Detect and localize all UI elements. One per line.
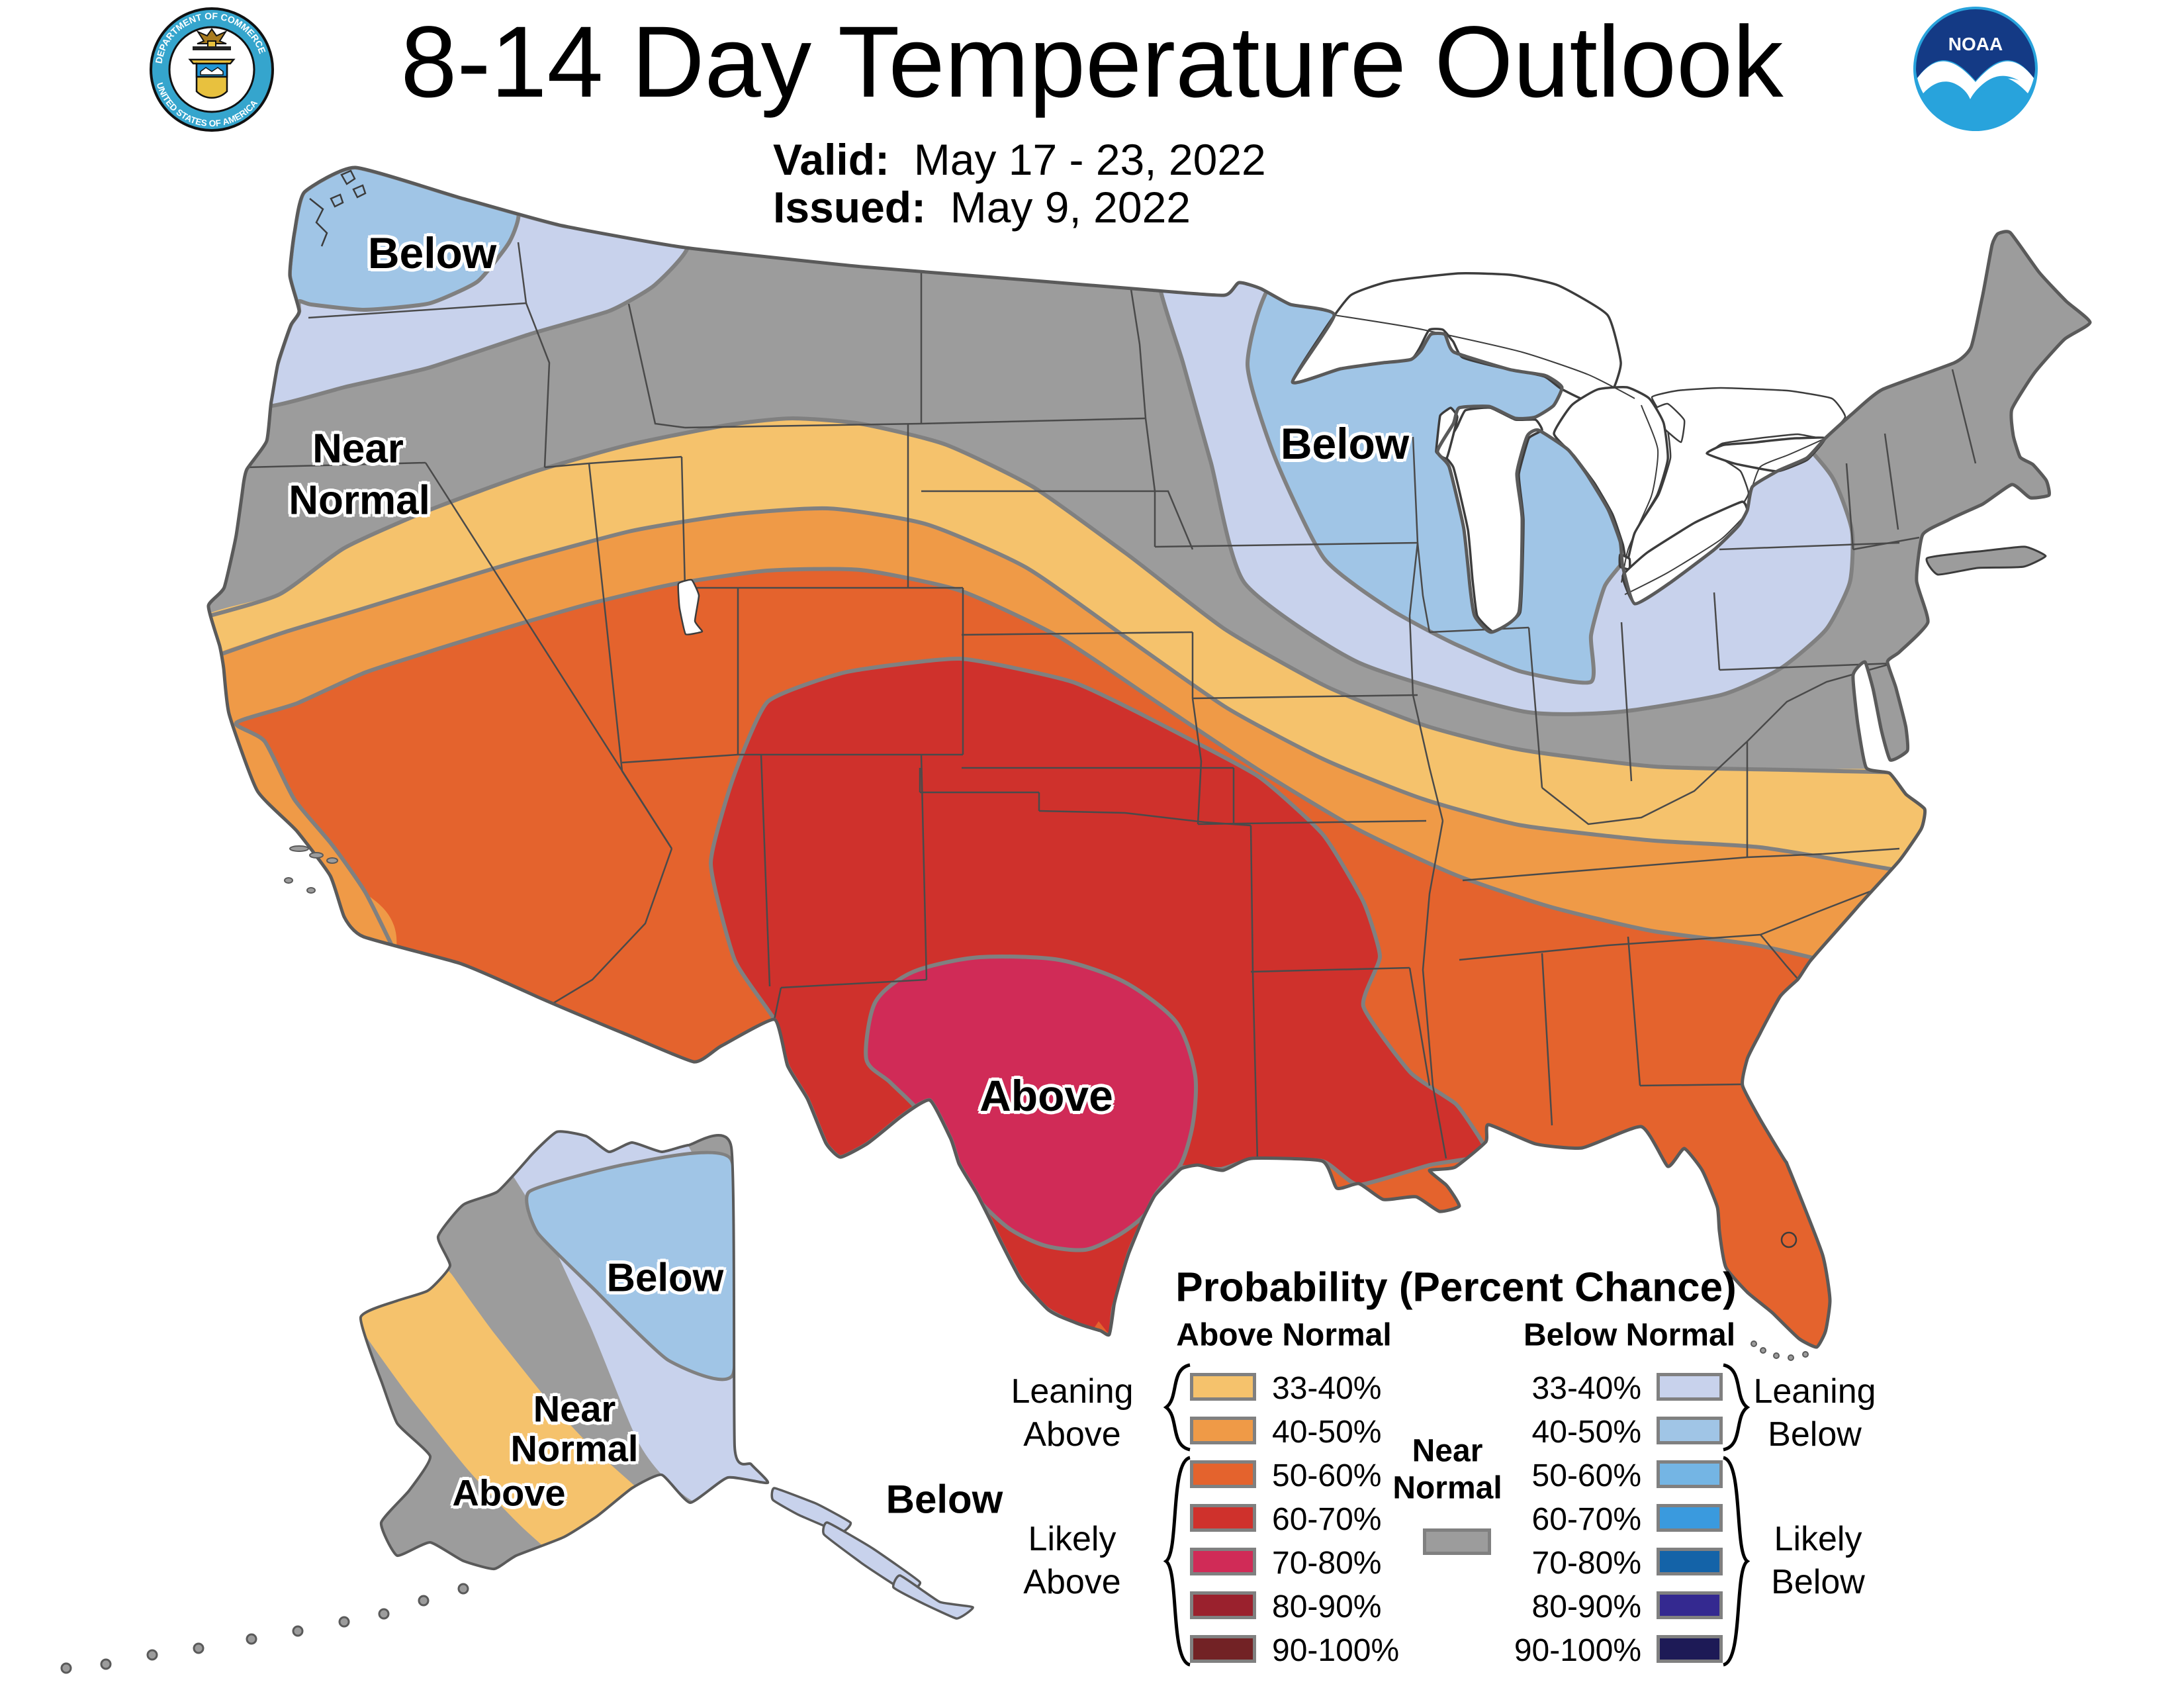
- svg-text:NOAA: NOAA: [1948, 34, 2003, 54]
